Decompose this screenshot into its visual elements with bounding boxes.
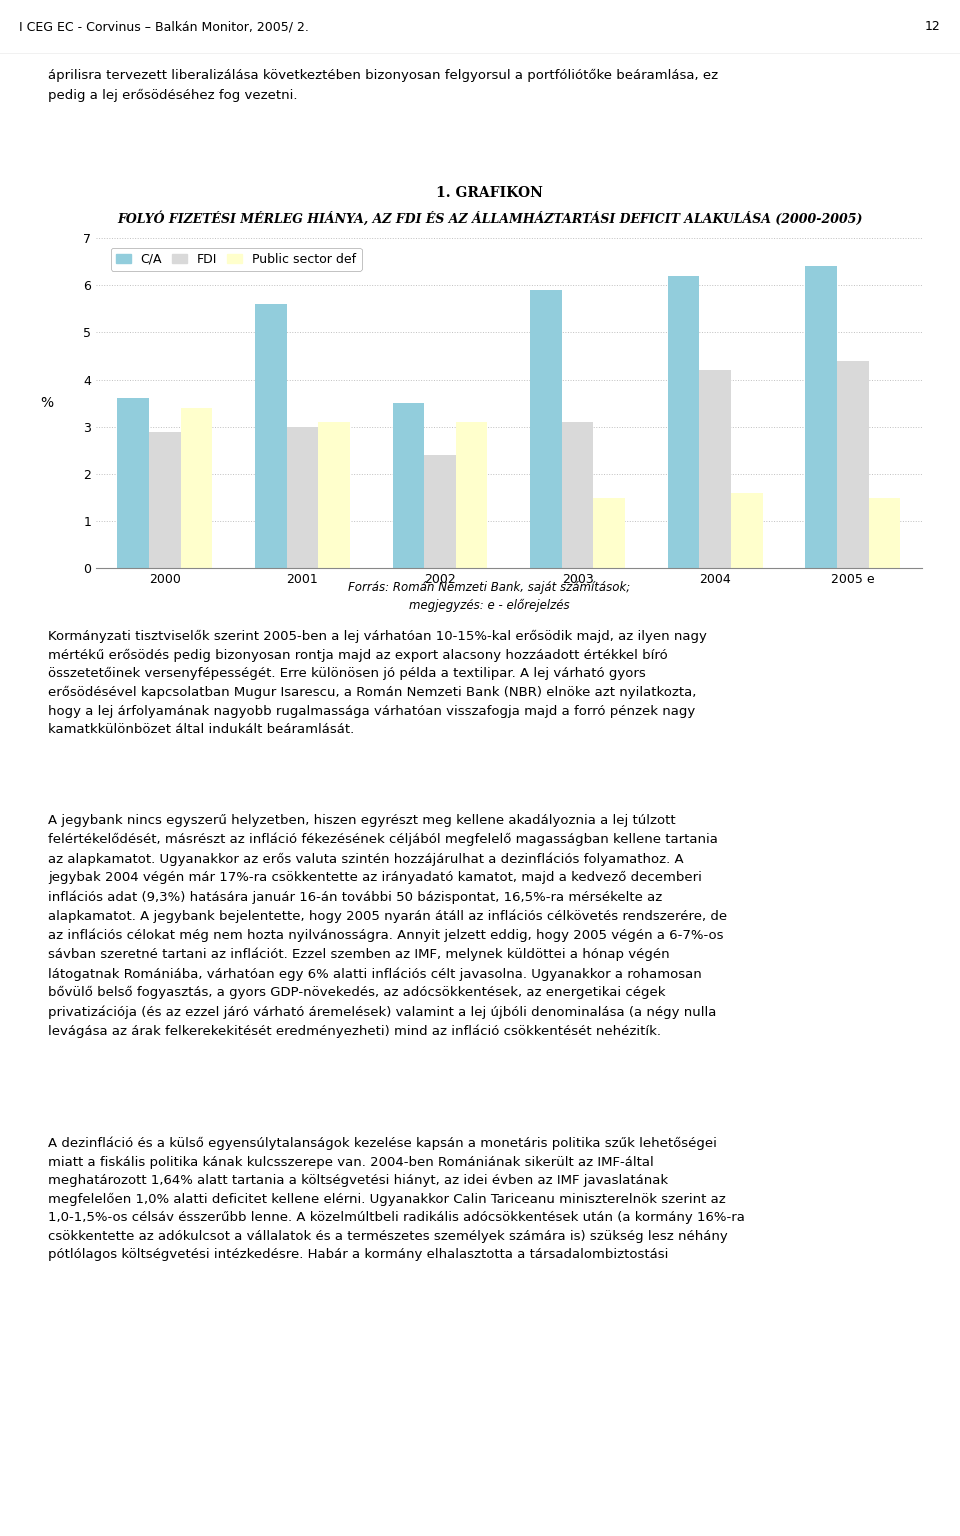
Text: Kormányzati tisztviselők szerint 2005-ben a lej várhatóan 10-15%-kal erősödik ma: Kormányzati tisztviselők szerint 2005-be…	[48, 630, 707, 736]
Bar	[562, 422, 593, 568]
Text: 1. GRAFIKON: 1. GRAFIKON	[436, 186, 543, 200]
Bar	[700, 370, 731, 568]
Bar	[456, 422, 488, 568]
Bar	[424, 455, 456, 568]
Text: áprilisra tervezett liberalizálása következtében bizonyosan felgyorsul a portfól: áprilisra tervezett liberalizálása követ…	[48, 69, 718, 101]
Bar	[731, 493, 762, 568]
Bar	[668, 276, 700, 568]
Bar	[318, 422, 349, 568]
Text: I CEG EC - Corvinus – Balkán Monitor, 2005/ 2.: I CEG EC - Corvinus – Balkán Monitor, 20…	[19, 20, 309, 34]
Bar	[869, 498, 900, 568]
Bar	[287, 427, 318, 568]
Text: FOLYÓ FIZETÉSI MÉRLEG HIÁNYA, AZ FDI ÉS AZ ÁLLAMHÁZTARTÁSI DEFICIT ALAKULÁSA (20: FOLYÓ FIZETÉSI MÉRLEG HIÁNYA, AZ FDI ÉS …	[117, 210, 862, 226]
Text: Forrás: Román Nemzeti Bank, saját számítások;
megjegyzés: e - előrejelzés: Forrás: Román Nemzeti Bank, saját számít…	[348, 581, 631, 611]
Bar	[837, 361, 869, 568]
Y-axis label: %: %	[40, 396, 53, 410]
Bar	[149, 432, 180, 568]
Bar	[180, 409, 212, 568]
Bar	[530, 290, 562, 568]
Text: A dezinfláció és a külső egyensúlytalanságok kezelése kapsán a monetáris politi: A dezinfláció és a külső egyensúlytalan…	[48, 1137, 745, 1261]
Bar	[393, 402, 424, 568]
Bar	[255, 304, 287, 568]
Bar	[117, 398, 149, 568]
Bar	[593, 498, 625, 568]
Text: 12: 12	[925, 20, 941, 34]
Legend: C/A, FDI, Public sector def: C/A, FDI, Public sector def	[110, 247, 362, 270]
Text: A jegybank nincs egyszerű helyzetben, hiszen egyrészt meg kellene akadályoznia a: A jegybank nincs egyszerű helyzetben, hi…	[48, 814, 727, 1038]
Bar	[805, 266, 837, 568]
